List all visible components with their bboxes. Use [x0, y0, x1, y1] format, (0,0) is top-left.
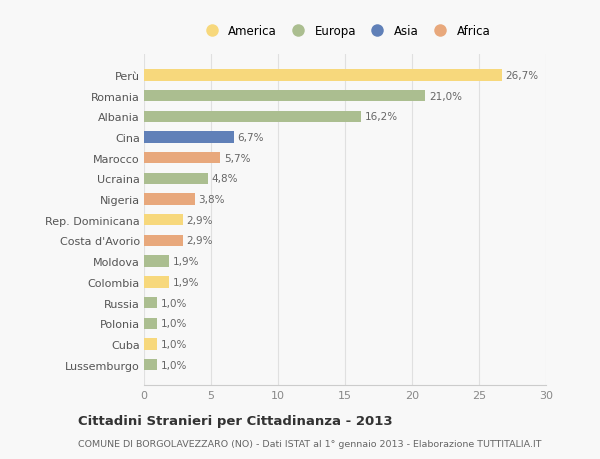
- Bar: [144, 153, 220, 164]
- Text: COMUNE DI BORGOLAVEZZARO (NO) - Dati ISTAT al 1° gennaio 2013 - Elaborazione TUT: COMUNE DI BORGOLAVEZZARO (NO) - Dati IST…: [78, 439, 542, 448]
- Text: 21,0%: 21,0%: [429, 91, 462, 101]
- Bar: [144, 70, 502, 81]
- Text: 6,7%: 6,7%: [237, 133, 263, 143]
- Text: 3,8%: 3,8%: [198, 195, 225, 205]
- Bar: [144, 277, 169, 288]
- Bar: [144, 318, 157, 329]
- Bar: [144, 359, 157, 370]
- Bar: [144, 215, 183, 226]
- Text: 1,0%: 1,0%: [161, 360, 187, 370]
- Text: 26,7%: 26,7%: [505, 71, 538, 81]
- Bar: [144, 194, 195, 205]
- Legend: America, Europa, Asia, Africa: America, Europa, Asia, Africa: [196, 21, 494, 41]
- Bar: [144, 174, 208, 185]
- Text: 1,0%: 1,0%: [161, 339, 187, 349]
- Bar: [144, 297, 157, 308]
- Bar: [144, 256, 169, 267]
- Text: 5,7%: 5,7%: [224, 153, 250, 163]
- Text: Cittadini Stranieri per Cittadinanza - 2013: Cittadini Stranieri per Cittadinanza - 2…: [78, 414, 392, 428]
- Text: 2,9%: 2,9%: [186, 236, 213, 246]
- Text: 1,0%: 1,0%: [161, 319, 187, 329]
- Bar: [144, 339, 157, 350]
- Text: 1,9%: 1,9%: [173, 257, 199, 267]
- Text: 1,0%: 1,0%: [161, 298, 187, 308]
- Text: 2,9%: 2,9%: [186, 215, 213, 225]
- Text: 1,9%: 1,9%: [173, 277, 199, 287]
- Bar: [144, 235, 183, 246]
- Text: 16,2%: 16,2%: [364, 112, 398, 122]
- Bar: [144, 112, 361, 123]
- Bar: [144, 91, 425, 102]
- Text: 4,8%: 4,8%: [212, 174, 238, 184]
- Bar: [144, 132, 234, 143]
